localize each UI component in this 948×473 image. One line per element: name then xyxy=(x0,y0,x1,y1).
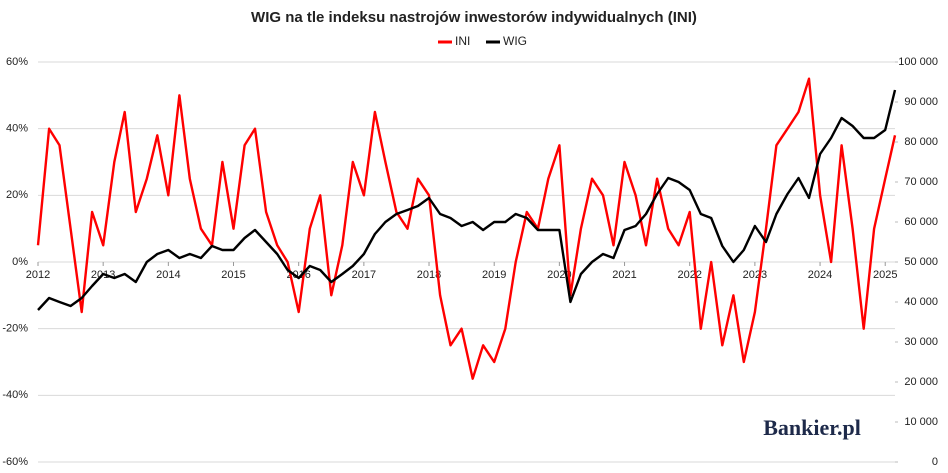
legend-label: WIG xyxy=(503,34,527,48)
x-tick-label: 2023 xyxy=(743,269,767,281)
y-tick-label: -60% xyxy=(2,456,28,468)
legend-label: INI xyxy=(455,34,470,48)
x-tick-label: 2024 xyxy=(808,269,832,281)
chart-title: WIG na tle indeksu nastrojów inwestorów … xyxy=(251,9,697,26)
x-tick-label: 2017 xyxy=(352,269,376,281)
y-tick-label: 60% xyxy=(6,56,28,68)
x-tick-label: 2018 xyxy=(417,269,441,281)
y-tick-label: 0% xyxy=(12,256,28,268)
y2-tick-label: 0 xyxy=(932,456,938,468)
x-tick-label: 2014 xyxy=(156,269,180,281)
x-tick-label: 2015 xyxy=(221,269,245,281)
watermark: Bankier.pl xyxy=(763,415,861,440)
y2-tick-label: 20 000 xyxy=(904,376,938,388)
x-tick-label: 2019 xyxy=(482,269,506,281)
y2-tick-label: 40 000 xyxy=(904,296,938,308)
y2-tick-label: 10 000 xyxy=(904,416,938,428)
x-tick-label: 2025 xyxy=(873,269,897,281)
series-line xyxy=(36,77,897,380)
y-tick-label: 20% xyxy=(6,189,28,201)
y2-tick-label: 30 000 xyxy=(904,336,938,348)
y-tick-label: -40% xyxy=(2,389,28,401)
x-tick-label: 2012 xyxy=(26,269,50,281)
y2-tick-label: 50 000 xyxy=(904,256,938,268)
y2-tick-label: 80 000 xyxy=(904,136,938,148)
series-line xyxy=(37,89,897,311)
y-tick-label: 40% xyxy=(6,123,28,135)
x-tick-label: 2022 xyxy=(677,269,701,281)
y2-tick-label: 90 000 xyxy=(904,96,938,108)
x-tick-label: 2021 xyxy=(612,269,636,281)
y2-tick-label: 60 000 xyxy=(904,216,938,228)
y2-tick-label: 100 000 xyxy=(898,56,938,68)
y2-tick-label: 70 000 xyxy=(904,176,938,188)
y-tick-label: -20% xyxy=(2,323,28,335)
